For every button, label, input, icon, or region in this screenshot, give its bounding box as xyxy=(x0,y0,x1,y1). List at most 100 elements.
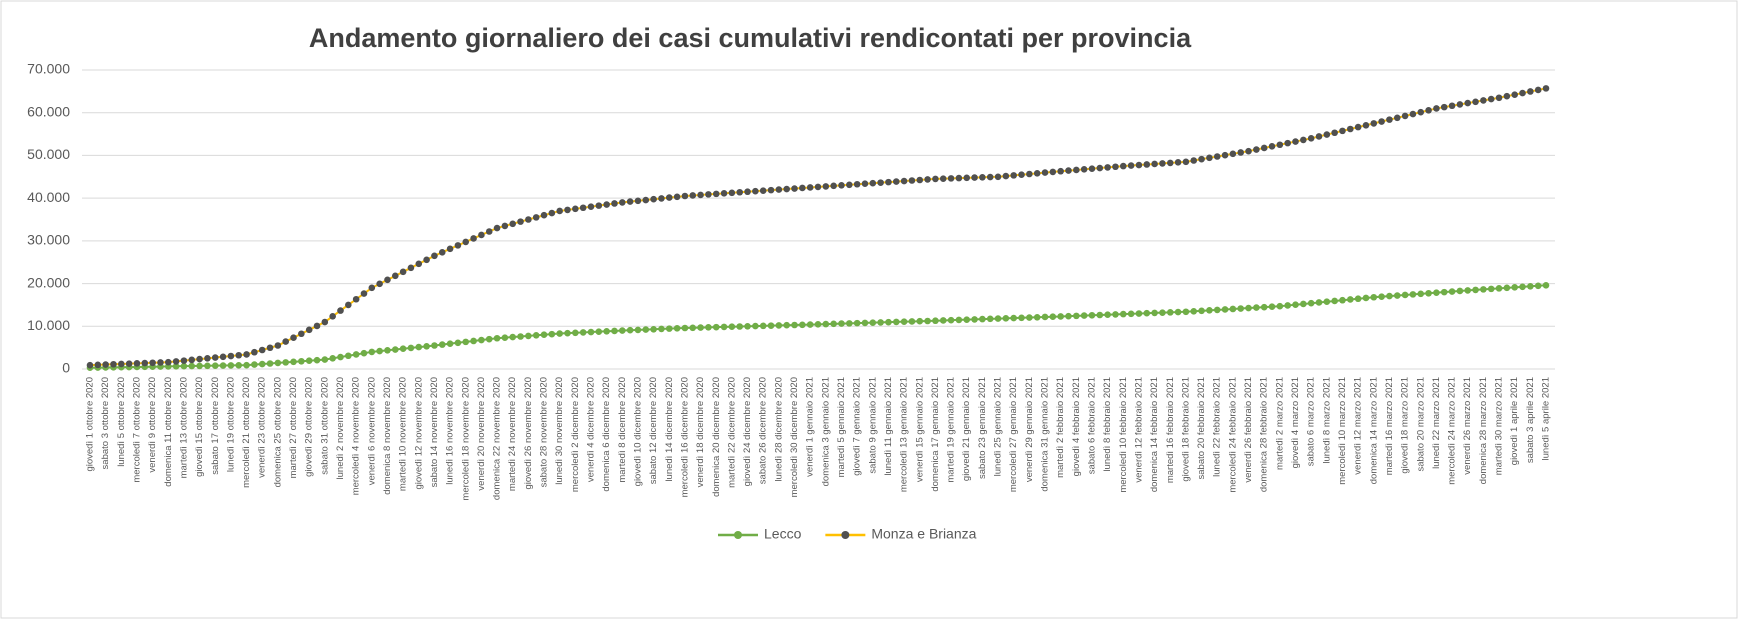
data-point xyxy=(1198,155,1205,163)
data-point xyxy=(345,301,352,309)
data-point xyxy=(869,319,877,326)
x-tick-label: venerdì 4 dicembre 2020 xyxy=(586,377,597,482)
data-point xyxy=(376,280,383,288)
x-tick-label: lunedì 22 febbraio 2021 xyxy=(1212,377,1223,477)
data-point xyxy=(188,356,196,364)
x-tick-label: lunedì 19 ottobre 2020 xyxy=(225,377,236,472)
data-point xyxy=(1198,307,1205,315)
data-point xyxy=(1393,292,1401,299)
x-tick-label: giovedì 26 novembre 2020 xyxy=(523,377,534,490)
data-point xyxy=(1393,114,1401,122)
data-point xyxy=(665,325,673,332)
x-tick-label: venerdì 6 novembre 2020 xyxy=(366,377,377,485)
data-point xyxy=(454,339,462,347)
data-point xyxy=(783,185,790,193)
data-point xyxy=(853,319,861,327)
x-tick-label: domenica 20 dicembre 2020 xyxy=(711,377,722,497)
data-point xyxy=(744,322,751,330)
legend-label: Lecco xyxy=(764,526,802,542)
x-tick-label: lunedì 8 marzo 2021 xyxy=(1321,377,1332,464)
x-tick-label: sabato 9 gennaio 2021 xyxy=(867,377,878,474)
data-point xyxy=(572,205,579,213)
data-point xyxy=(1386,292,1393,300)
data-point xyxy=(290,334,297,341)
data-point xyxy=(1300,300,1307,308)
x-tick-label: mercoledì 16 dicembre 2020 xyxy=(679,377,690,497)
data-point xyxy=(1448,288,1456,295)
data-point xyxy=(1495,285,1503,292)
data-point xyxy=(619,327,626,334)
data-point xyxy=(1347,296,1354,303)
data-point xyxy=(838,320,845,327)
x-tick-label: giovedì 1 ottobre 2020 xyxy=(85,377,96,472)
x-tick-label: martedì 27 ottobre 2020 xyxy=(288,377,299,478)
x-tick-label: venerdì 26 marzo 2021 xyxy=(1462,377,1473,475)
data-point xyxy=(579,204,587,212)
x-tick-label: mercoledì 10 marzo 2021 xyxy=(1337,377,1348,485)
data-point xyxy=(1276,141,1284,149)
data-point xyxy=(1010,172,1017,179)
data-point xyxy=(423,343,430,350)
data-point xyxy=(243,361,250,369)
x-tick-label: domenica 11 ottobre 2020 xyxy=(163,377,174,487)
data-point xyxy=(603,201,610,208)
x-tick-label: martedì 22 dicembre 2020 xyxy=(726,377,737,488)
x-tick-label: giovedì 4 marzo 2021 xyxy=(1290,377,1301,468)
data-point xyxy=(1511,91,1518,98)
data-point xyxy=(1166,159,1174,167)
data-point xyxy=(384,346,391,354)
data-point xyxy=(1401,112,1409,120)
x-tick-label: sabato 28 novembre 2020 xyxy=(539,377,550,487)
data-point xyxy=(1433,289,1440,296)
data-point xyxy=(485,228,493,235)
data-point xyxy=(697,324,704,331)
data-point xyxy=(470,235,477,242)
data-point xyxy=(1049,168,1057,176)
data-point xyxy=(650,195,657,203)
x-tick-label: giovedì 1 aprile 2021 xyxy=(1509,377,1520,465)
data-point xyxy=(1159,309,1166,316)
data-point xyxy=(1300,136,1307,144)
chart-title: Andamento giornaliero dei casi cumulativ… xyxy=(309,23,1192,53)
data-point xyxy=(658,195,665,202)
data-point xyxy=(705,324,712,331)
data-point xyxy=(979,315,986,323)
y-tick-label: 10.000 xyxy=(27,317,70,333)
data-point xyxy=(188,362,196,370)
data-point xyxy=(799,321,806,329)
data-point xyxy=(634,197,642,205)
x-tick-label: domenica 28 febbraio 2021 xyxy=(1259,377,1270,492)
data-point xyxy=(446,245,454,253)
legend-marker xyxy=(841,531,850,539)
data-point xyxy=(752,187,759,195)
data-point xyxy=(1104,164,1111,171)
data-point xyxy=(1080,312,1088,319)
data-point xyxy=(1527,88,1534,95)
data-point xyxy=(352,295,360,303)
x-tick-label: giovedì 7 gennaio 2021 xyxy=(852,377,863,476)
data-point xyxy=(1213,306,1221,314)
data-point xyxy=(446,340,454,347)
data-point xyxy=(313,322,321,330)
x-tick-label: giovedì 21 gennaio 2021 xyxy=(961,377,972,481)
data-point xyxy=(799,184,806,192)
data-point xyxy=(1354,295,1362,303)
x-tick-label: domenica 14 febbraio 2021 xyxy=(1149,377,1160,492)
data-point xyxy=(1080,166,1088,173)
data-point xyxy=(282,338,289,345)
data-point xyxy=(1401,291,1409,299)
data-point xyxy=(517,218,524,225)
data-point xyxy=(939,175,947,182)
data-point xyxy=(1088,165,1096,172)
data-point xyxy=(180,357,188,364)
data-point xyxy=(1112,311,1119,318)
data-point xyxy=(1487,95,1495,103)
x-tick-label: venerdì 26 febbraio 2021 xyxy=(1243,377,1254,483)
data-point xyxy=(1347,125,1354,133)
x-tick-label: sabato 6 marzo 2021 xyxy=(1306,377,1317,466)
data-point xyxy=(258,360,266,368)
data-point xyxy=(1065,167,1072,174)
data-point xyxy=(540,331,548,339)
data-point xyxy=(321,318,329,326)
